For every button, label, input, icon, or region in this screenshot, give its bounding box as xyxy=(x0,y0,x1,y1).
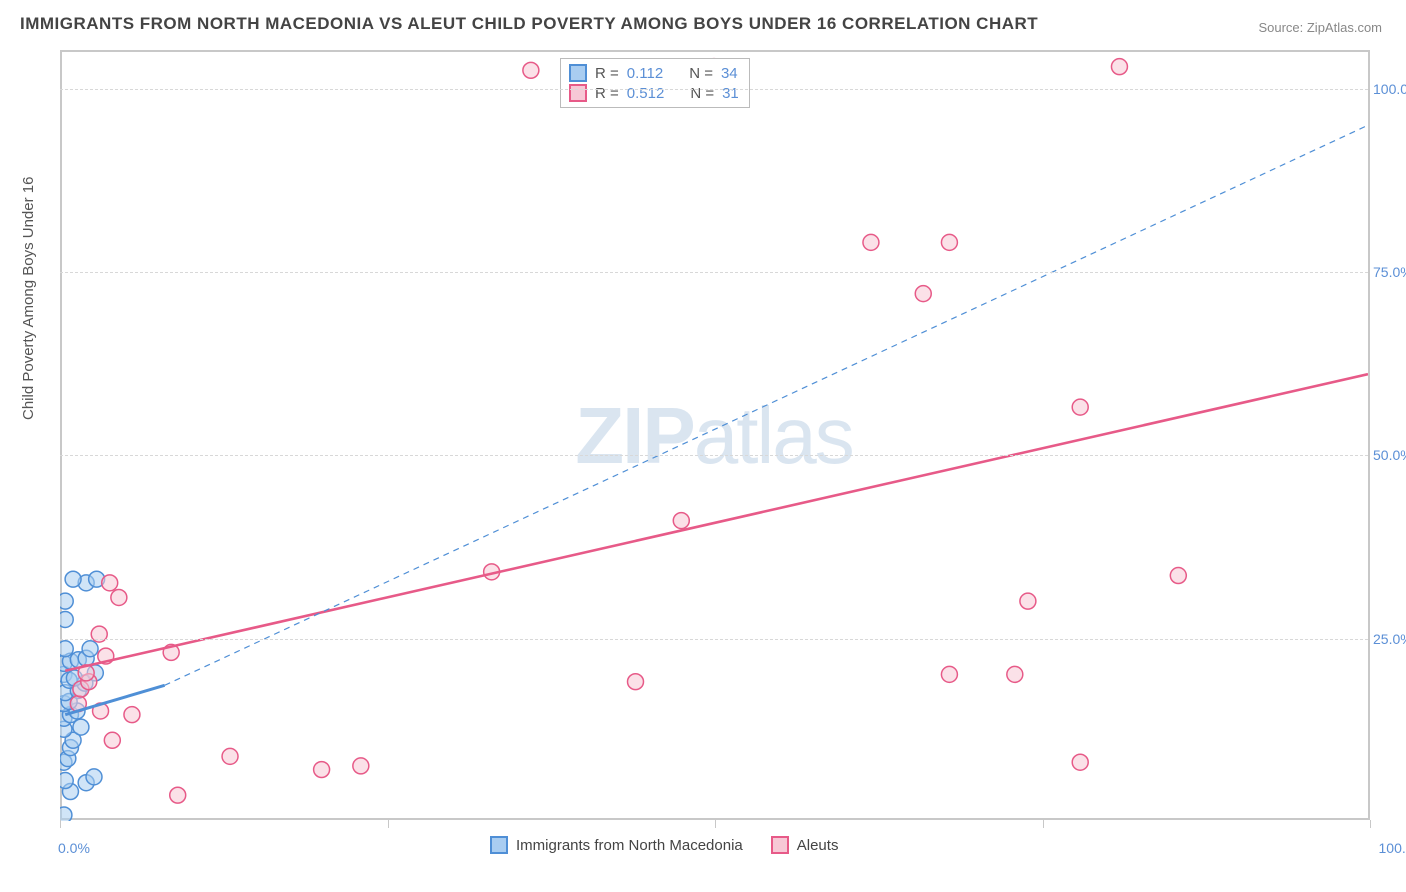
y-tick-label: 100.0% xyxy=(1373,81,1406,97)
legend-stats-row-2: R = 0.512 N = 31 xyxy=(569,83,739,103)
x-tick xyxy=(1370,820,1371,828)
legend-item-series2: Aleuts xyxy=(771,836,839,854)
legend-R-value-2: 0.512 xyxy=(627,85,665,102)
grid-line xyxy=(60,455,1368,456)
x-tick-label-left: 0.0% xyxy=(58,840,90,856)
legend-stats-row-1: R = 0.112 N = 34 xyxy=(569,63,739,83)
source-label: Source: ZipAtlas.com xyxy=(1258,20,1382,35)
legend-N-label: N = xyxy=(689,65,713,82)
y-tick-label: 25.0% xyxy=(1373,631,1406,647)
y-tick-label: 75.0% xyxy=(1373,264,1406,280)
legend-swatch-bottom-2 xyxy=(771,836,789,854)
plot-svg xyxy=(60,52,1368,821)
legend-item-series1: Immigrants from North Macedonia xyxy=(490,836,743,854)
legend-N-value-1: 34 xyxy=(721,65,738,82)
legend-label-series1: Immigrants from North Macedonia xyxy=(516,837,743,854)
grid-line xyxy=(60,639,1368,640)
legend-R-label: R = xyxy=(595,65,619,82)
legend-label-series2: Aleuts xyxy=(797,837,839,854)
x-tick-label-right: 100.0% xyxy=(1379,840,1406,856)
legend-N-value-2: 31 xyxy=(722,85,739,102)
legend-R-label2: R = xyxy=(595,85,619,102)
y-tick-label: 50.0% xyxy=(1373,447,1406,463)
legend-N-label2: N = xyxy=(690,85,714,102)
legend-series: Immigrants from North Macedonia Aleuts xyxy=(490,836,838,854)
legend-swatch-series1 xyxy=(569,64,587,82)
legend-R-value-1: 0.112 xyxy=(627,65,663,82)
y-axis-label: Child Poverty Among Boys Under 16 xyxy=(20,177,37,420)
grid-line xyxy=(60,272,1368,273)
chart-title: IMMIGRANTS FROM NORTH MACEDONIA VS ALEUT… xyxy=(20,14,1038,34)
legend-swatch-bottom-1 xyxy=(490,836,508,854)
x-tick xyxy=(60,820,61,828)
x-tick xyxy=(1043,820,1044,828)
legend-stats: R = 0.112 N = 34 R = 0.512 N = 31 xyxy=(560,58,750,108)
chart-plot-area: ZIPatlas R = 0.112 N = 34 R = 0.512 N = … xyxy=(60,50,1370,820)
x-tick xyxy=(715,820,716,828)
grid-line xyxy=(60,89,1368,90)
x-tick xyxy=(388,820,389,828)
legend-swatch-series2 xyxy=(569,84,587,102)
